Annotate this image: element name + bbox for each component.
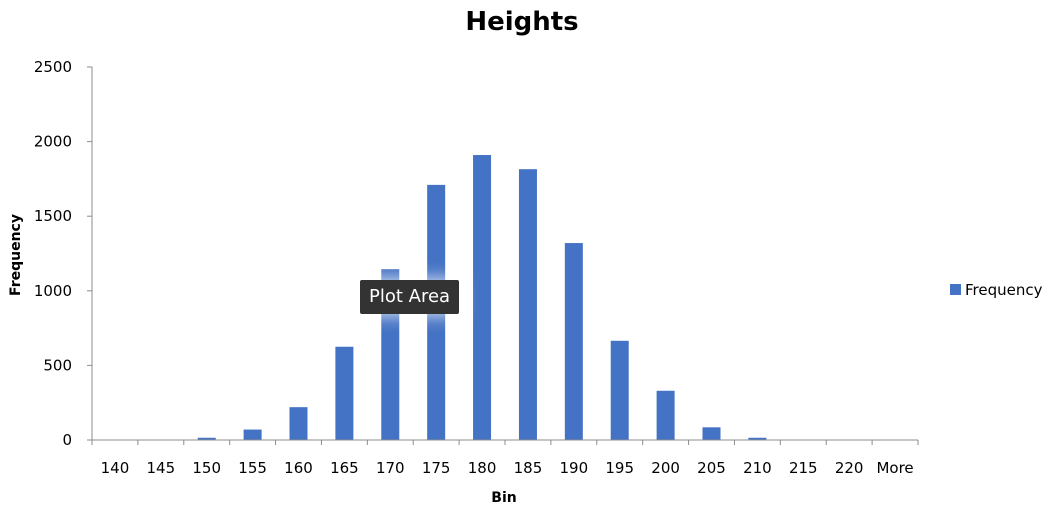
x-tick-label: 215 <box>789 459 818 477</box>
bar-200[interactable] <box>656 390 675 440</box>
y-tick-label: 0 <box>62 431 72 449</box>
x-tick-label: 150 <box>192 459 221 477</box>
x-tick-label: More <box>876 459 913 477</box>
y-tick-label: 1500 <box>34 207 72 225</box>
x-tick-label: 165 <box>330 459 359 477</box>
x-tick-label: 175 <box>422 459 451 477</box>
x-axis-title: Bin <box>491 490 516 506</box>
y-tick-label: 500 <box>43 356 72 374</box>
bar-195[interactable] <box>610 340 629 440</box>
x-tick-label: 220 <box>835 459 864 477</box>
y-axis-title: Frequency <box>8 214 24 296</box>
x-tick-label: 190 <box>560 459 589 477</box>
plot-area-tooltip: Plot Area <box>360 280 460 314</box>
x-tick-label: 185 <box>514 459 543 477</box>
bar-190[interactable] <box>564 243 583 440</box>
bar-210[interactable] <box>748 437 767 440</box>
x-tick-label: 145 <box>147 459 176 477</box>
chart-title: Heights <box>465 7 578 37</box>
x-tick-label: 200 <box>651 459 680 477</box>
x-tick-label: 195 <box>605 459 634 477</box>
x-tick-label: 205 <box>697 459 726 477</box>
legend[interactable]: Frequency <box>950 281 1043 299</box>
bar-160[interactable] <box>289 407 308 440</box>
bar-185[interactable] <box>518 169 537 440</box>
legend-swatch <box>950 284 961 295</box>
bar-180[interactable] <box>473 155 492 440</box>
x-tick-label: 155 <box>238 459 267 477</box>
bar-155[interactable] <box>243 429 262 440</box>
x-tick-label: 140 <box>101 459 130 477</box>
plot-area[interactable]: 0 500 1000 1500 2000 2500 140 145 150 155 160 165 17… <box>34 58 919 477</box>
x-tick-label: 180 <box>468 459 497 477</box>
y-tick-label: 2000 <box>34 133 72 151</box>
bar-165[interactable] <box>335 346 354 440</box>
x-tick-label: 160 <box>284 459 313 477</box>
bar-205[interactable] <box>702 427 721 440</box>
legend-label: Frequency <box>965 281 1043 299</box>
x-tick-label: 170 <box>376 459 405 477</box>
x-tick-label: 210 <box>743 459 772 477</box>
y-tick-label: 1000 <box>34 282 72 300</box>
y-tick-label: 2500 <box>34 58 72 76</box>
bar-150[interactable] <box>197 437 216 440</box>
